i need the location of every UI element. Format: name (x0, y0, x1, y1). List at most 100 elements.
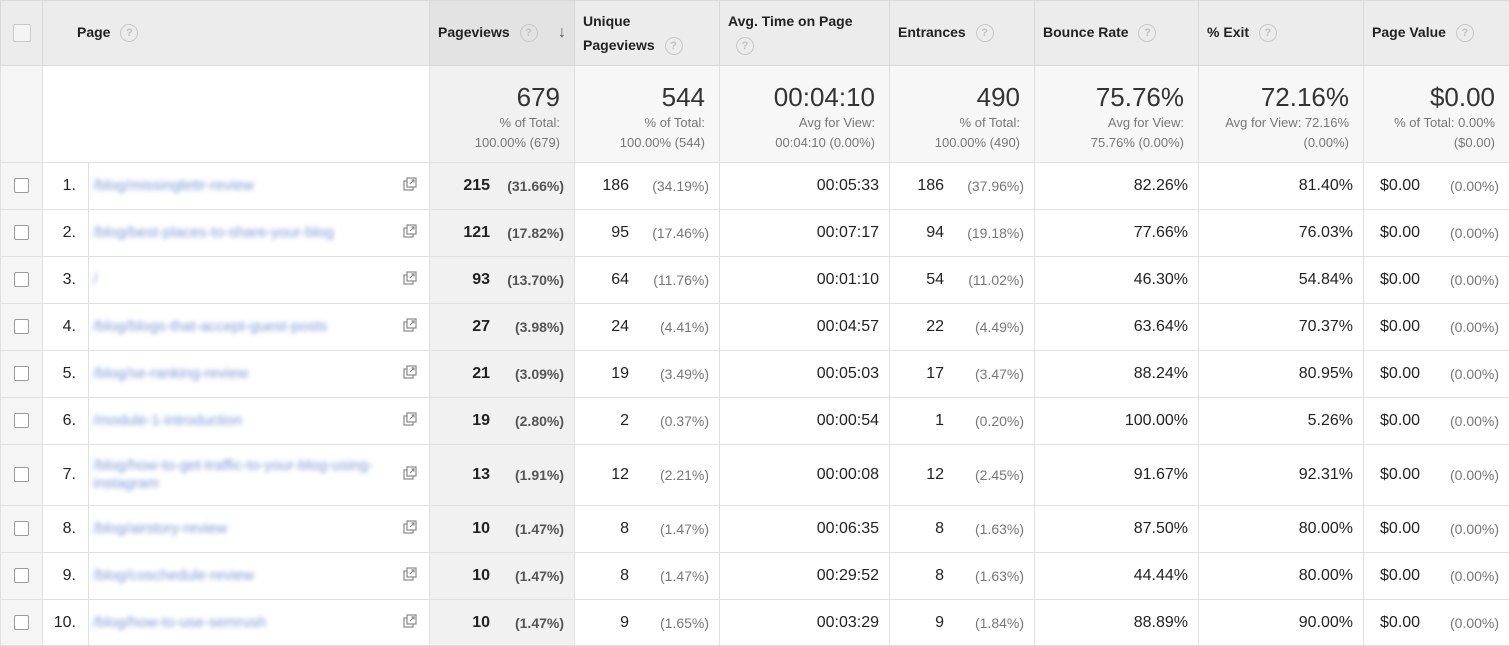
unique-value: 8 (620, 520, 629, 538)
header-pageviews[interactable]: Pageviews ? ↓ (430, 1, 575, 66)
help-icon[interactable]: ? (520, 24, 538, 42)
page-link[interactable]: /blog/airstory-review (93, 520, 227, 538)
open-in-new-icon[interactable] (403, 614, 417, 628)
header-page[interactable]: Page ? (43, 1, 430, 66)
open-in-new-icon[interactable] (403, 224, 417, 238)
header-unique-pageviews[interactable]: Unique Pageviews ? (575, 1, 720, 66)
header-unique-label-2: Pageviews (583, 37, 655, 53)
row-checkbox[interactable] (14, 467, 29, 482)
unique-pct: (3.49%) (639, 366, 709, 382)
entrances-cell: 9(1.84%) (890, 600, 1035, 646)
exit-cell: 70.37% (1199, 304, 1364, 351)
row-index: 1. (43, 163, 89, 210)
open-in-new-icon[interactable] (403, 271, 417, 285)
header-page-value[interactable]: Page Value ? (1364, 1, 1509, 66)
page-link[interactable]: /blog/how-to-get-traffic-to-your-blog-us… (93, 457, 383, 493)
pageviews-pct: (3.09%) (500, 366, 564, 382)
page-link[interactable]: /blog/how-to-use-semrush (93, 614, 266, 632)
pageviews-cell: 121(17.82%) (430, 210, 575, 257)
page-link[interactable]: /blog/missinglettr-review (93, 177, 254, 195)
row-checkbox[interactable] (14, 568, 29, 583)
row-index: 6. (43, 398, 89, 445)
row-checkbox[interactable] (14, 225, 29, 240)
header-avg-time[interactable]: Avg. Time on Page ? (720, 1, 890, 66)
open-in-new-icon[interactable] (403, 177, 417, 191)
page-value-cell: $0.00(0.00%) (1364, 351, 1509, 398)
table-row: 4. /blog/blogs-that-accept-guest-posts 2… (1, 304, 1509, 351)
pageviews-value: 10 (472, 567, 490, 585)
page-link[interactable]: /blog/blogs-that-accept-guest-posts (93, 318, 327, 336)
help-icon[interactable]: ? (736, 37, 754, 55)
row-index: 5. (43, 351, 89, 398)
pageviews-cell: 93(13.70%) (430, 257, 575, 304)
page-link[interactable]: /module-1-introduction (93, 412, 242, 430)
open-in-new-icon[interactable] (403, 365, 417, 379)
total-label: % of Total: 0.00% (1372, 114, 1495, 132)
bounce-cell: 87.50% (1035, 506, 1199, 553)
row-checkbox-cell (1, 163, 43, 210)
header-exit[interactable]: % Exit ? (1199, 1, 1364, 66)
entrances-pct: (2.45%) (954, 467, 1024, 483)
unique-cell: 64(11.76%) (575, 257, 720, 304)
avg-time-cell: 00:00:08 (720, 445, 890, 506)
pageviews-cell: 10(1.47%) (430, 506, 575, 553)
bounce-cell: 88.89% (1035, 600, 1199, 646)
header-bounce-rate[interactable]: Bounce Rate ? (1035, 1, 1199, 66)
row-index: 9. (43, 553, 89, 600)
table-row: 2. /blog/best-places-to-share-your-blog … (1, 210, 1509, 257)
page-link[interactable]: /blog/coschedule-review (93, 567, 254, 585)
open-in-new-icon[interactable] (403, 466, 417, 480)
entrances-value: 17 (926, 365, 944, 383)
pageviews-value: 13 (472, 466, 490, 484)
pageviews-cell: 10(1.47%) (430, 600, 575, 646)
table-row: 3. / 93(13.70%) 64(11.76%) 00:01:10 54(1… (1, 257, 1509, 304)
totals-page-value: $0.00 % of Total: 0.00% ($0.00) (1364, 66, 1509, 163)
page-value-cell: $0.00(0.00%) (1364, 398, 1509, 445)
page-link[interactable]: /blog/best-places-to-share-your-blog (93, 224, 334, 242)
help-icon[interactable]: ? (1138, 24, 1156, 42)
entrances-cell: 22(4.49%) (890, 304, 1035, 351)
entrances-cell: 17(3.47%) (890, 351, 1035, 398)
row-checkbox[interactable] (14, 178, 29, 193)
entrances-cell: 8(1.63%) (890, 506, 1035, 553)
page-link[interactable]: /blog/se-ranking-review (93, 365, 248, 383)
help-icon[interactable]: ? (665, 37, 683, 55)
unique-pct: (1.65%) (639, 615, 709, 631)
row-checkbox[interactable] (14, 319, 29, 334)
open-in-new-icon[interactable] (403, 412, 417, 426)
page-value-pct: (0.00%) (1450, 225, 1499, 241)
row-checkbox[interactable] (14, 615, 29, 630)
help-icon[interactable]: ? (976, 24, 994, 42)
entrances-cell: 94(19.18%) (890, 210, 1035, 257)
open-in-new-icon[interactable] (403, 318, 417, 332)
sort-arrow-icon[interactable]: ↓ (558, 24, 566, 42)
row-checkbox-cell (1, 398, 43, 445)
select-all-checkbox[interactable] (13, 24, 31, 42)
page-value-cell: $0.00(0.00%) (1364, 553, 1509, 600)
help-icon[interactable]: ? (1259, 24, 1277, 42)
page-value-pct: (0.00%) (1450, 413, 1499, 429)
table-row: 9. /blog/coschedule-review 10(1.47%) 8(1… (1, 553, 1509, 600)
page-cell: /blog/coschedule-review (89, 553, 430, 600)
row-checkbox[interactable] (14, 521, 29, 536)
row-checkbox[interactable] (14, 366, 29, 381)
help-icon[interactable]: ? (120, 24, 138, 42)
open-in-new-icon[interactable] (403, 567, 417, 581)
page-link[interactable]: / (93, 271, 97, 289)
pageviews-pct: (1.47%) (500, 615, 564, 631)
open-in-new-icon[interactable] (403, 520, 417, 534)
total-detail: (0.00%) (1207, 134, 1349, 152)
total-label: Avg for View: 72.16% (1207, 114, 1349, 132)
entrances-pct: (1.63%) (954, 568, 1024, 584)
pageviews-value: 19 (472, 412, 490, 430)
total-value: 490 (898, 82, 1020, 112)
pageviews-pct: (1.47%) (500, 521, 564, 537)
row-checkbox[interactable] (14, 413, 29, 428)
row-checkbox-cell (1, 257, 43, 304)
avg-time-cell: 00:04:57 (720, 304, 890, 351)
help-icon[interactable]: ? (1456, 24, 1474, 42)
entrances-value: 12 (926, 466, 944, 484)
entrances-value: 22 (926, 318, 944, 336)
header-entrances[interactable]: Entrances ? (890, 1, 1035, 66)
row-checkbox[interactable] (14, 272, 29, 287)
